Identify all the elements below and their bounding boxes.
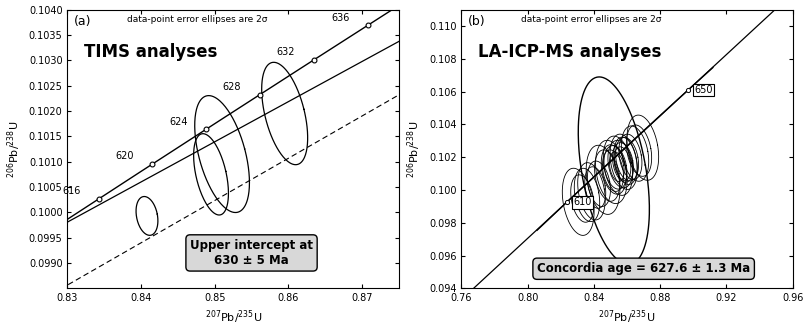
X-axis label: $^{207}$Pb/$^{235}$U: $^{207}$Pb/$^{235}$U bbox=[599, 309, 656, 326]
Text: Upper intercept at
630 ± 5 Ma: Upper intercept at 630 ± 5 Ma bbox=[190, 239, 313, 267]
Text: LA-ICP-MS analyses: LA-ICP-MS analyses bbox=[478, 43, 661, 61]
Text: (a): (a) bbox=[74, 15, 91, 28]
Text: TIMS analyses: TIMS analyses bbox=[84, 43, 218, 61]
Text: 628: 628 bbox=[222, 82, 241, 92]
X-axis label: $^{207}$Pb/$^{235}$U: $^{207}$Pb/$^{235}$U bbox=[205, 309, 262, 326]
Text: 636: 636 bbox=[331, 13, 349, 23]
Text: 620: 620 bbox=[116, 151, 134, 161]
Text: 632: 632 bbox=[277, 47, 295, 57]
Text: data-point error ellipses are 2σ: data-point error ellipses are 2σ bbox=[127, 15, 268, 24]
Text: (b): (b) bbox=[468, 15, 485, 28]
Text: 616: 616 bbox=[62, 186, 81, 196]
Y-axis label: $^{206}$Pb/$^{238}$U: $^{206}$Pb/$^{238}$U bbox=[406, 121, 423, 178]
Text: Concordia age = 627.6 ± 1.3 Ma: Concordia age = 627.6 ± 1.3 Ma bbox=[537, 262, 750, 275]
Text: 650: 650 bbox=[695, 85, 713, 95]
Text: 624: 624 bbox=[169, 117, 188, 127]
Y-axis label: $^{206}$Pb/$^{238}$U: $^{206}$Pb/$^{238}$U bbox=[6, 121, 23, 178]
Text: data-point error ellipses are 2σ: data-point error ellipses are 2σ bbox=[521, 15, 662, 24]
Text: 610: 610 bbox=[574, 197, 591, 208]
